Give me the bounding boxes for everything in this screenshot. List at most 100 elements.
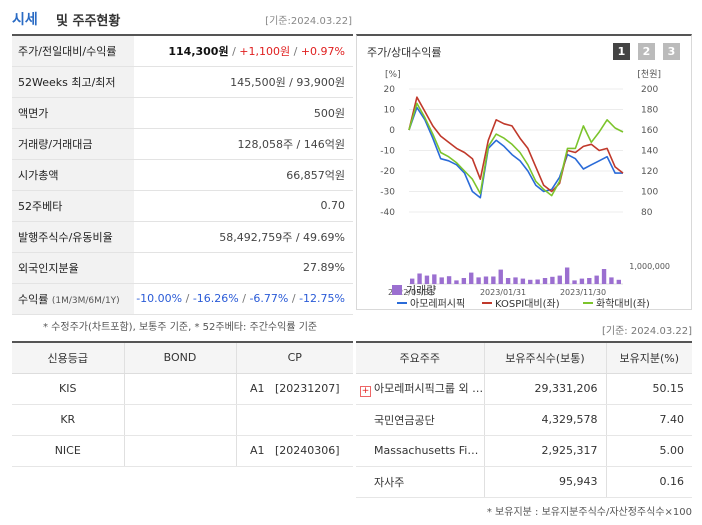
- return-periods: (1M/3M/6M/1Y): [51, 295, 120, 306]
- series-line: [408, 96, 624, 193]
- left-axis-ticks: 20 10 0 -10 -20 -30 -40: [380, 85, 395, 218]
- chart-page-2-button[interactable]: 2: [638, 43, 655, 60]
- left-tick-label: -40: [380, 208, 395, 218]
- column-header: 보유주식수(보통): [483, 342, 606, 374]
- volume-bar: [491, 276, 496, 284]
- info-key: 52주베타: [12, 190, 134, 222]
- info-row: 52주베타 0.70: [12, 190, 353, 222]
- x-tick-label: 2023/01/31: [480, 288, 526, 297]
- volume-bar: [432, 274, 437, 284]
- info-row: 외국인지분율 27.89%: [12, 252, 353, 284]
- cp-cell: A1 [20231207]: [235, 373, 353, 405]
- volume-bar: [528, 279, 533, 284]
- volume-bar: [564, 267, 570, 284]
- left-tick-label: 10: [384, 106, 396, 116]
- agency-cell: KR: [12, 404, 124, 436]
- right-tick-label: 160: [641, 126, 658, 136]
- shares-cell: 95,943: [483, 466, 606, 498]
- chart-series-lines: [408, 96, 624, 199]
- volume-bar: [498, 269, 503, 284]
- table-row: 국민연금공단 4,329,578 7.40: [356, 404, 692, 436]
- info-value: 128,058주 / 146억원: [134, 128, 353, 160]
- legend-label: 화학대비(좌): [596, 298, 650, 310]
- volume-bar: [572, 280, 577, 284]
- expand-holders-icon[interactable]: +: [360, 386, 371, 397]
- info-key: 주가/전일대비/수익률: [12, 35, 134, 67]
- volume-bar: [410, 278, 415, 284]
- volume-bar: [557, 275, 562, 284]
- right-tick-label: 120: [641, 167, 658, 177]
- info-value: 27.89%: [134, 252, 353, 284]
- info-key: 액면가: [12, 97, 134, 129]
- price-change: +1,100원: [239, 44, 291, 58]
- bond-cell: [123, 404, 236, 436]
- series-line: [408, 106, 623, 199]
- shares-cell: 29,331,206: [483, 373, 606, 405]
- return-label: 수익률: [18, 292, 49, 306]
- right-tick-label: 200: [641, 85, 658, 95]
- left-tick-label: -30: [380, 188, 395, 198]
- left-tick-label: 0: [389, 126, 395, 136]
- info-value: 58,492,759주 / 49.69%: [134, 221, 353, 253]
- chart-page-1-button[interactable]: 1: [613, 43, 630, 60]
- holders-footnote: * 보유지분 : 보유지분주식수/자산정주식수×100: [486, 507, 692, 518]
- x-tick-label: 2023/11/30: [560, 288, 606, 297]
- right-tick-label: 180: [641, 106, 658, 116]
- volume-bar: [439, 277, 444, 284]
- agency-cell: KIS: [12, 373, 124, 405]
- volume-bar: [550, 276, 555, 284]
- table-row: NICE A1 [20240306]: [12, 435, 353, 467]
- left-tick-label: 20: [384, 85, 396, 95]
- info-row: 발행주식수/유동비율 58,492,759주 / 49.69%: [12, 221, 353, 253]
- volume-bar: [594, 275, 599, 284]
- table-row: + 아모레퍼시픽그룹 외 9인 29,331,206 50.15: [356, 373, 692, 405]
- info-key: 수익률 (1M/3M/6M/1Y): [12, 283, 134, 315]
- stake-cell: 0.16: [605, 466, 692, 498]
- info-key: 발행주식수/유동비율: [12, 221, 134, 253]
- return-6m: -6.77%: [249, 292, 289, 305]
- column-header: 주요주주: [356, 342, 484, 374]
- section-title: 시세: [12, 12, 38, 28]
- section-header: 시세 및 주주현황 [기준:2024.03.22]: [12, 0, 352, 30]
- right-tick-label: 80: [641, 208, 653, 218]
- info-footnote: * 수정주가(차트포함), 보통주 기준, * 52주베타: 주간수익률 기준: [43, 322, 318, 333]
- legend-label: KOSPI대비(좌): [495, 298, 560, 310]
- holder-name: Massachusetts Finan…: [356, 435, 484, 467]
- info-value: 500원: [134, 97, 353, 129]
- volume-bar: [542, 278, 548, 284]
- table-header-row: 신용등급 BOND CP: [12, 342, 353, 374]
- info-row: 액면가 500원: [12, 97, 353, 129]
- info-key: 시가총액: [12, 159, 134, 191]
- x-tick-label: 2022/03/31: [388, 288, 434, 297]
- info-row: 주가/전일대비/수익률 114,300원 / +1,100원 / +0.97%: [12, 35, 353, 67]
- volume-legend: 거래량: [392, 282, 436, 298]
- volume-bar: [505, 278, 511, 284]
- info-key: 거래량/거래대금: [12, 128, 134, 160]
- table-row: KIS A1 [20231207]: [12, 373, 353, 405]
- credit-rating-table: 신용등급 BOND CP KIS A1 [20231207] KR NICE A…: [12, 341, 353, 467]
- right-tick-label: 100: [641, 188, 658, 198]
- chart-panel: 주가/상대수익률 1 2 3 [%] [천원] 20 10 0 -10 -20 -30 -4…: [356, 34, 692, 310]
- chart-page-3-button[interactable]: 3: [663, 43, 680, 60]
- return-1y: -12.75%: [299, 292, 345, 305]
- info-row: 거래량/거래대금 128,058주 / 146억원: [12, 128, 353, 160]
- volume-legend-label: 거래량: [406, 284, 437, 297]
- left-tick-label: -10: [380, 147, 395, 157]
- bond-cell: [123, 373, 236, 405]
- volume-bar: [587, 278, 592, 284]
- table-row: Massachusetts Finan… 2,925,317 5.00: [356, 435, 692, 467]
- table-row: 자사주 95,943 0.16: [356, 466, 692, 498]
- right-axis-ticks: 200 180 160 140 120 100 80: [641, 85, 658, 218]
- holder-name-cell: + 아모레퍼시픽그룹 외 9인: [356, 373, 484, 405]
- stake-cell: 50.15: [605, 373, 692, 405]
- current-price: 114,300원: [168, 44, 229, 58]
- volume-bar: [535, 279, 540, 284]
- return-1m: -10.00%: [136, 292, 183, 305]
- column-header: CP: [235, 342, 353, 374]
- info-key: 외국인지분율: [12, 252, 134, 284]
- chart-legend: 아모레퍼시픽 KOSPI대비(좌) 화학대비(좌): [397, 298, 650, 310]
- chart-gridlines: [409, 88, 623, 213]
- agency-cell: NICE: [12, 435, 124, 467]
- volume-bar: [446, 276, 452, 284]
